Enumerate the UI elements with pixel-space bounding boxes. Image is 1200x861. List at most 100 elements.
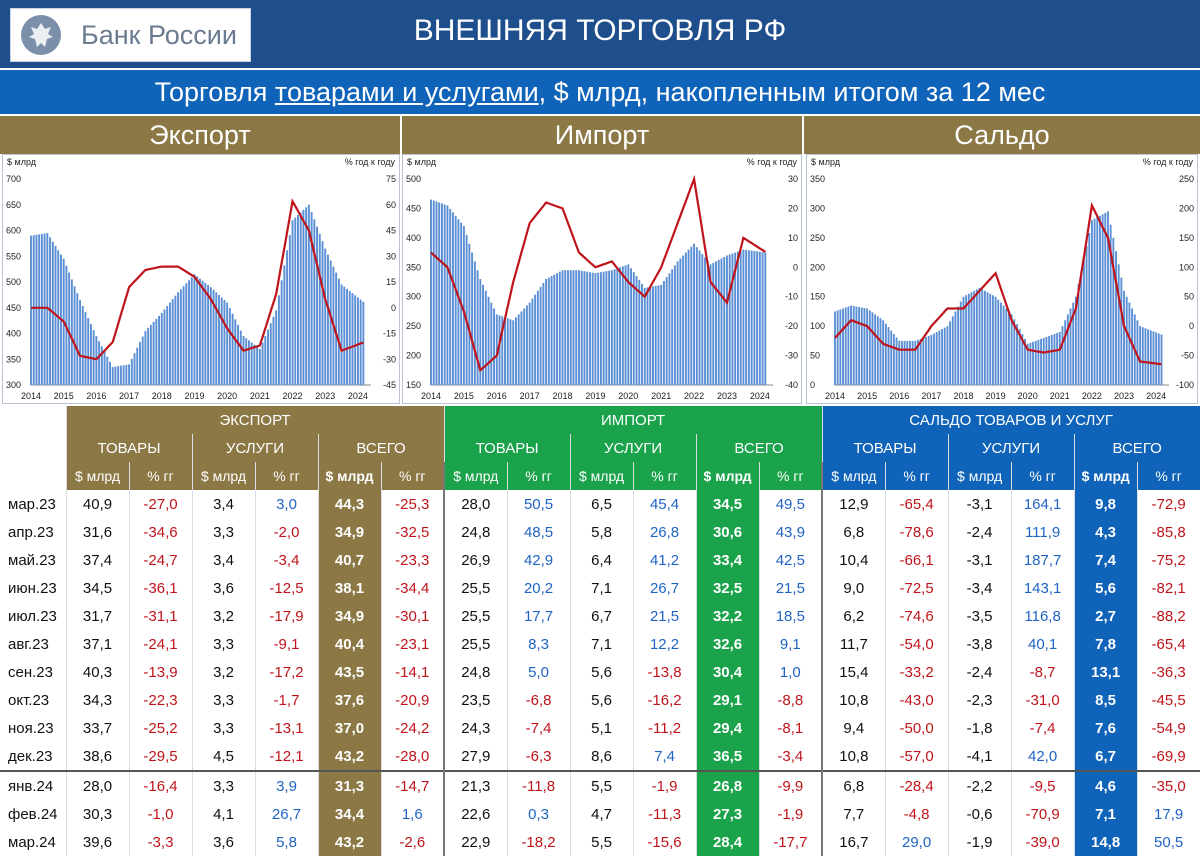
table-row: апр.23 31,6 -34,6 3,3 -2,0 34,9 -32,5 24,8 48,5 5… xyxy=(0,518,1200,546)
bar xyxy=(1024,338,1026,385)
pct-change-cell: -54,9 xyxy=(1137,714,1200,742)
pct-change-cell: -45,5 xyxy=(1137,686,1200,714)
usd-value-cell: 3,2 xyxy=(192,658,256,686)
pct-change-cell: -39,0 xyxy=(1011,828,1075,856)
bar xyxy=(256,346,259,385)
pct-unit-header: % гг xyxy=(759,462,824,490)
pct-unit-header: % гг xyxy=(1137,462,1200,490)
right-tick-label: 100 xyxy=(1179,262,1194,272)
bar xyxy=(758,251,761,385)
usd-value-cell: 34,3 xyxy=(66,686,130,714)
left-tick-label: 200 xyxy=(406,351,421,361)
bar xyxy=(1144,328,1147,385)
right-tick-label: -40 xyxy=(785,380,798,390)
bar xyxy=(908,340,911,385)
table-row: фев.24 30,3 -1,0 4,1 26,7 34,4 1,6 22,6 0,3 4,7 -1… xyxy=(0,800,1200,828)
bar xyxy=(1099,215,1101,385)
bar xyxy=(1160,334,1163,385)
bar xyxy=(1074,296,1077,385)
pct-change-cell: 1,6 xyxy=(381,800,446,828)
usd-value-cell: -2,2 xyxy=(948,770,1012,800)
left-tick-label: 150 xyxy=(810,292,825,302)
bar xyxy=(575,270,578,385)
left-tick-label: 300 xyxy=(810,203,825,213)
bar xyxy=(1042,337,1045,385)
pct-change-cell: 26,7 xyxy=(633,574,697,602)
bar xyxy=(965,295,968,385)
usd-value-cell: 37,4 xyxy=(66,546,130,574)
bar xyxy=(736,251,739,385)
export-goods-header: ТОВАРЫ xyxy=(66,434,193,462)
bar xyxy=(890,330,893,385)
bar xyxy=(898,340,901,385)
right-tick-label: 0 xyxy=(391,303,396,313)
bar xyxy=(193,274,196,385)
bar xyxy=(1026,343,1029,385)
pct-change-cell: -22,3 xyxy=(129,686,193,714)
pct-change-cell: -8,8 xyxy=(759,686,824,714)
pct-change-cell: -14,1 xyxy=(381,658,446,686)
usd-value-cell: 28,0 xyxy=(444,490,508,518)
bar xyxy=(1002,305,1005,385)
table-row: дек.23 38,6 -29,5 4,5 -12,1 43,2 -28,0 27,9 -6,3… xyxy=(0,742,1200,771)
bar xyxy=(599,272,602,385)
bar xyxy=(580,270,583,385)
right-tick-label: -10 xyxy=(785,292,798,302)
bar xyxy=(750,250,753,385)
bar xyxy=(288,235,291,385)
bar xyxy=(1088,232,1091,385)
total-usd-unit-header: $ млрд xyxy=(1074,462,1138,490)
bar xyxy=(482,284,485,385)
pct-change-cell: 3,0 xyxy=(255,490,319,518)
pct-change-cell: 116,8 xyxy=(1011,602,1075,630)
bar xyxy=(473,261,476,385)
pct-change-cell: -82,1 xyxy=(1137,574,1200,602)
usd-value-cell: 30,3 xyxy=(66,800,130,828)
bar xyxy=(493,308,495,385)
usd-value-cell: -0,6 xyxy=(948,800,1012,828)
usd-value-cell: 31,6 xyxy=(66,518,130,546)
total-usd-cell: 33,4 xyxy=(696,546,760,574)
bar xyxy=(220,297,223,385)
bar xyxy=(764,252,767,385)
pct-change-cell: -9,9 xyxy=(759,770,824,800)
chart-svg: $ млрд% год к году7006506005505004504003… xyxy=(6,157,396,401)
bar xyxy=(155,318,158,385)
usd-value-cell: -3,4 xyxy=(948,574,1012,602)
usd-unit-header: $ млрд xyxy=(192,462,256,490)
usd-unit-header: $ млрд xyxy=(822,462,886,490)
table-row: июн.23 34,5 -36,1 3,6 -12,5 38,1 -34,4 25,5 20,2… xyxy=(0,574,1200,602)
usd-value-cell: 4,7 xyxy=(570,800,634,828)
usd-value-cell: 7,7 xyxy=(822,800,886,828)
bar xyxy=(591,272,594,385)
usd-unit-header: $ млрд xyxy=(948,462,1012,490)
chart-svg: $ млрд% год к году3503002502001501005002… xyxy=(810,157,1194,401)
bar xyxy=(1104,212,1107,385)
bar xyxy=(1085,245,1088,385)
bar xyxy=(324,248,327,385)
bar xyxy=(446,205,449,385)
bar xyxy=(337,278,340,385)
total-usd-unit-header: $ млрд xyxy=(696,462,760,490)
pct-change-cell: 48,5 xyxy=(507,518,571,546)
bar xyxy=(895,337,898,385)
usd-value-cell: 22,6 xyxy=(444,800,508,828)
bar xyxy=(871,312,874,385)
bar xyxy=(682,255,685,385)
bar xyxy=(1058,332,1061,385)
pct-change-cell: -74,6 xyxy=(885,602,949,630)
usd-value-cell: -3,5 xyxy=(948,602,1012,630)
usd-value-cell: 15,4 xyxy=(822,658,886,686)
bar xyxy=(201,280,204,385)
bar xyxy=(943,327,946,385)
bar xyxy=(351,293,354,385)
pct-change-cell: 43,9 xyxy=(759,518,824,546)
total-usd-cell: 26,8 xyxy=(696,770,760,800)
table-row: июл.23 31,7 -31,1 3,2 -17,9 34,9 -30,1 25,5 17,7… xyxy=(0,602,1200,630)
bar xyxy=(136,347,139,385)
bar xyxy=(962,296,965,385)
bar xyxy=(959,301,962,385)
usd-value-cell: -3,1 xyxy=(948,546,1012,574)
bar xyxy=(876,316,879,385)
left-tick-label: 350 xyxy=(6,354,21,364)
